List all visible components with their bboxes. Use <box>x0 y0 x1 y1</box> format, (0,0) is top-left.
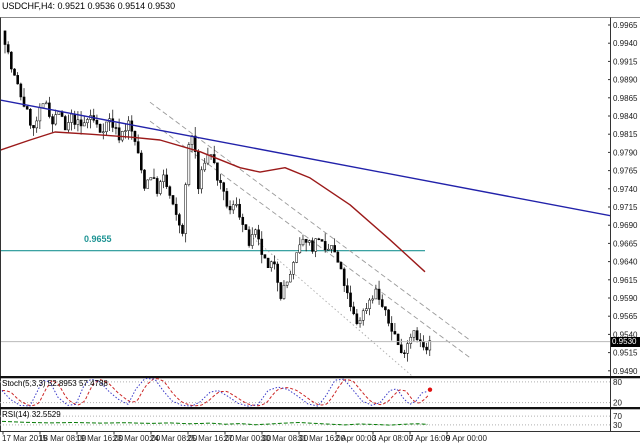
stoch-signal-line <box>2 378 429 407</box>
stoch-level-label: 20 <box>613 399 622 408</box>
svg-text:0.9890: 0.9890 <box>613 76 638 85</box>
chart-title: USDCHF,H4: 0.9521 0.9536 0.9514 0.9530 <box>2 1 176 11</box>
channel-line-1[interactable] <box>149 101 471 341</box>
pane-separator[interactable] <box>0 376 640 379</box>
rsi-level-label: 30 <box>613 421 622 430</box>
svg-text:19 Mar 16:00: 19 Mar 16:00 <box>76 434 124 443</box>
svg-text:3 Apr 08:00: 3 Apr 08:00 <box>372 434 413 443</box>
svg-text:0.9515: 0.9515 <box>613 349 638 358</box>
svg-text:25 Mar 16:00: 25 Mar 16:00 <box>187 434 235 443</box>
svg-text:0.9690: 0.9690 <box>613 221 638 230</box>
svg-text:7 Apr 16:00: 7 Apr 16:00 <box>409 434 450 443</box>
current-price-tag: 0.9530 <box>611 337 640 347</box>
svg-text:2 Apr 00:00: 2 Apr 00:00 <box>335 434 376 443</box>
svg-text:0.9665: 0.9665 <box>613 239 638 248</box>
svg-text:9 Apr 00:00: 9 Apr 00:00 <box>446 434 487 443</box>
stoch-end-marker <box>427 387 433 392</box>
svg-text:0.9615: 0.9615 <box>613 276 638 285</box>
main-pane <box>0 30 622 376</box>
svg-text:27 Mar 00:00: 27 Mar 00:00 <box>224 434 272 443</box>
svg-text:23 Mar 00:00: 23 Mar 00:00 <box>113 434 161 443</box>
svg-text:0.9915: 0.9915 <box>613 57 638 66</box>
svg-text:0.9965: 0.9965 <box>613 21 638 30</box>
rsi-label: RSI(14) 32.5529 <box>2 410 61 419</box>
svg-text:0.9540: 0.9540 <box>613 330 638 339</box>
svg-text:0.9940: 0.9940 <box>613 39 638 48</box>
svg-text:0.9815: 0.9815 <box>613 130 638 139</box>
hline-price-label: 0.9655 <box>84 234 112 244</box>
rsi-level-label: 70 <box>613 412 622 421</box>
stoch-level-label: 80 <box>613 378 622 387</box>
stochastic-label: Stoch(5,3,3) 52.8953 57.4788 <box>2 379 108 388</box>
rsi-line <box>1 420 429 426</box>
svg-text:0.9865: 0.9865 <box>613 94 638 103</box>
svg-text:0.9490: 0.9490 <box>613 367 638 376</box>
pane-separator[interactable] <box>0 407 640 410</box>
svg-text:18 Mar 08:00: 18 Mar 08:00 <box>39 434 87 443</box>
descending-trendline[interactable] <box>0 99 622 218</box>
svg-text:0.9565: 0.9565 <box>613 312 638 321</box>
svg-text:0.9790: 0.9790 <box>613 148 638 157</box>
candles-layer <box>3 30 432 362</box>
y-axis: 0.9965 0.9940 0.9915 0.9890 0.9865 0.9840 0.98… <box>608 21 638 376</box>
svg-text:0.9715: 0.9715 <box>613 203 638 212</box>
svg-text:0.9590: 0.9590 <box>613 294 638 303</box>
svg-text:0.9640: 0.9640 <box>613 258 638 267</box>
svg-text:0.9840: 0.9840 <box>613 112 638 121</box>
moving-average-line <box>1 131 426 273</box>
svg-text:0.9765: 0.9765 <box>613 167 638 176</box>
svg-text:30 Mar 08:00: 30 Mar 08:00 <box>261 434 309 443</box>
svg-text:24 Mar 08:00: 24 Mar 08:00 <box>150 434 198 443</box>
svg-text:17 Mar 2015: 17 Mar 2015 <box>2 434 47 443</box>
svg-text:31 Mar 16:00: 31 Mar 16:00 <box>298 434 346 443</box>
channel-line-2[interactable] <box>149 120 471 359</box>
svg-text:0.9740: 0.9740 <box>613 185 638 194</box>
